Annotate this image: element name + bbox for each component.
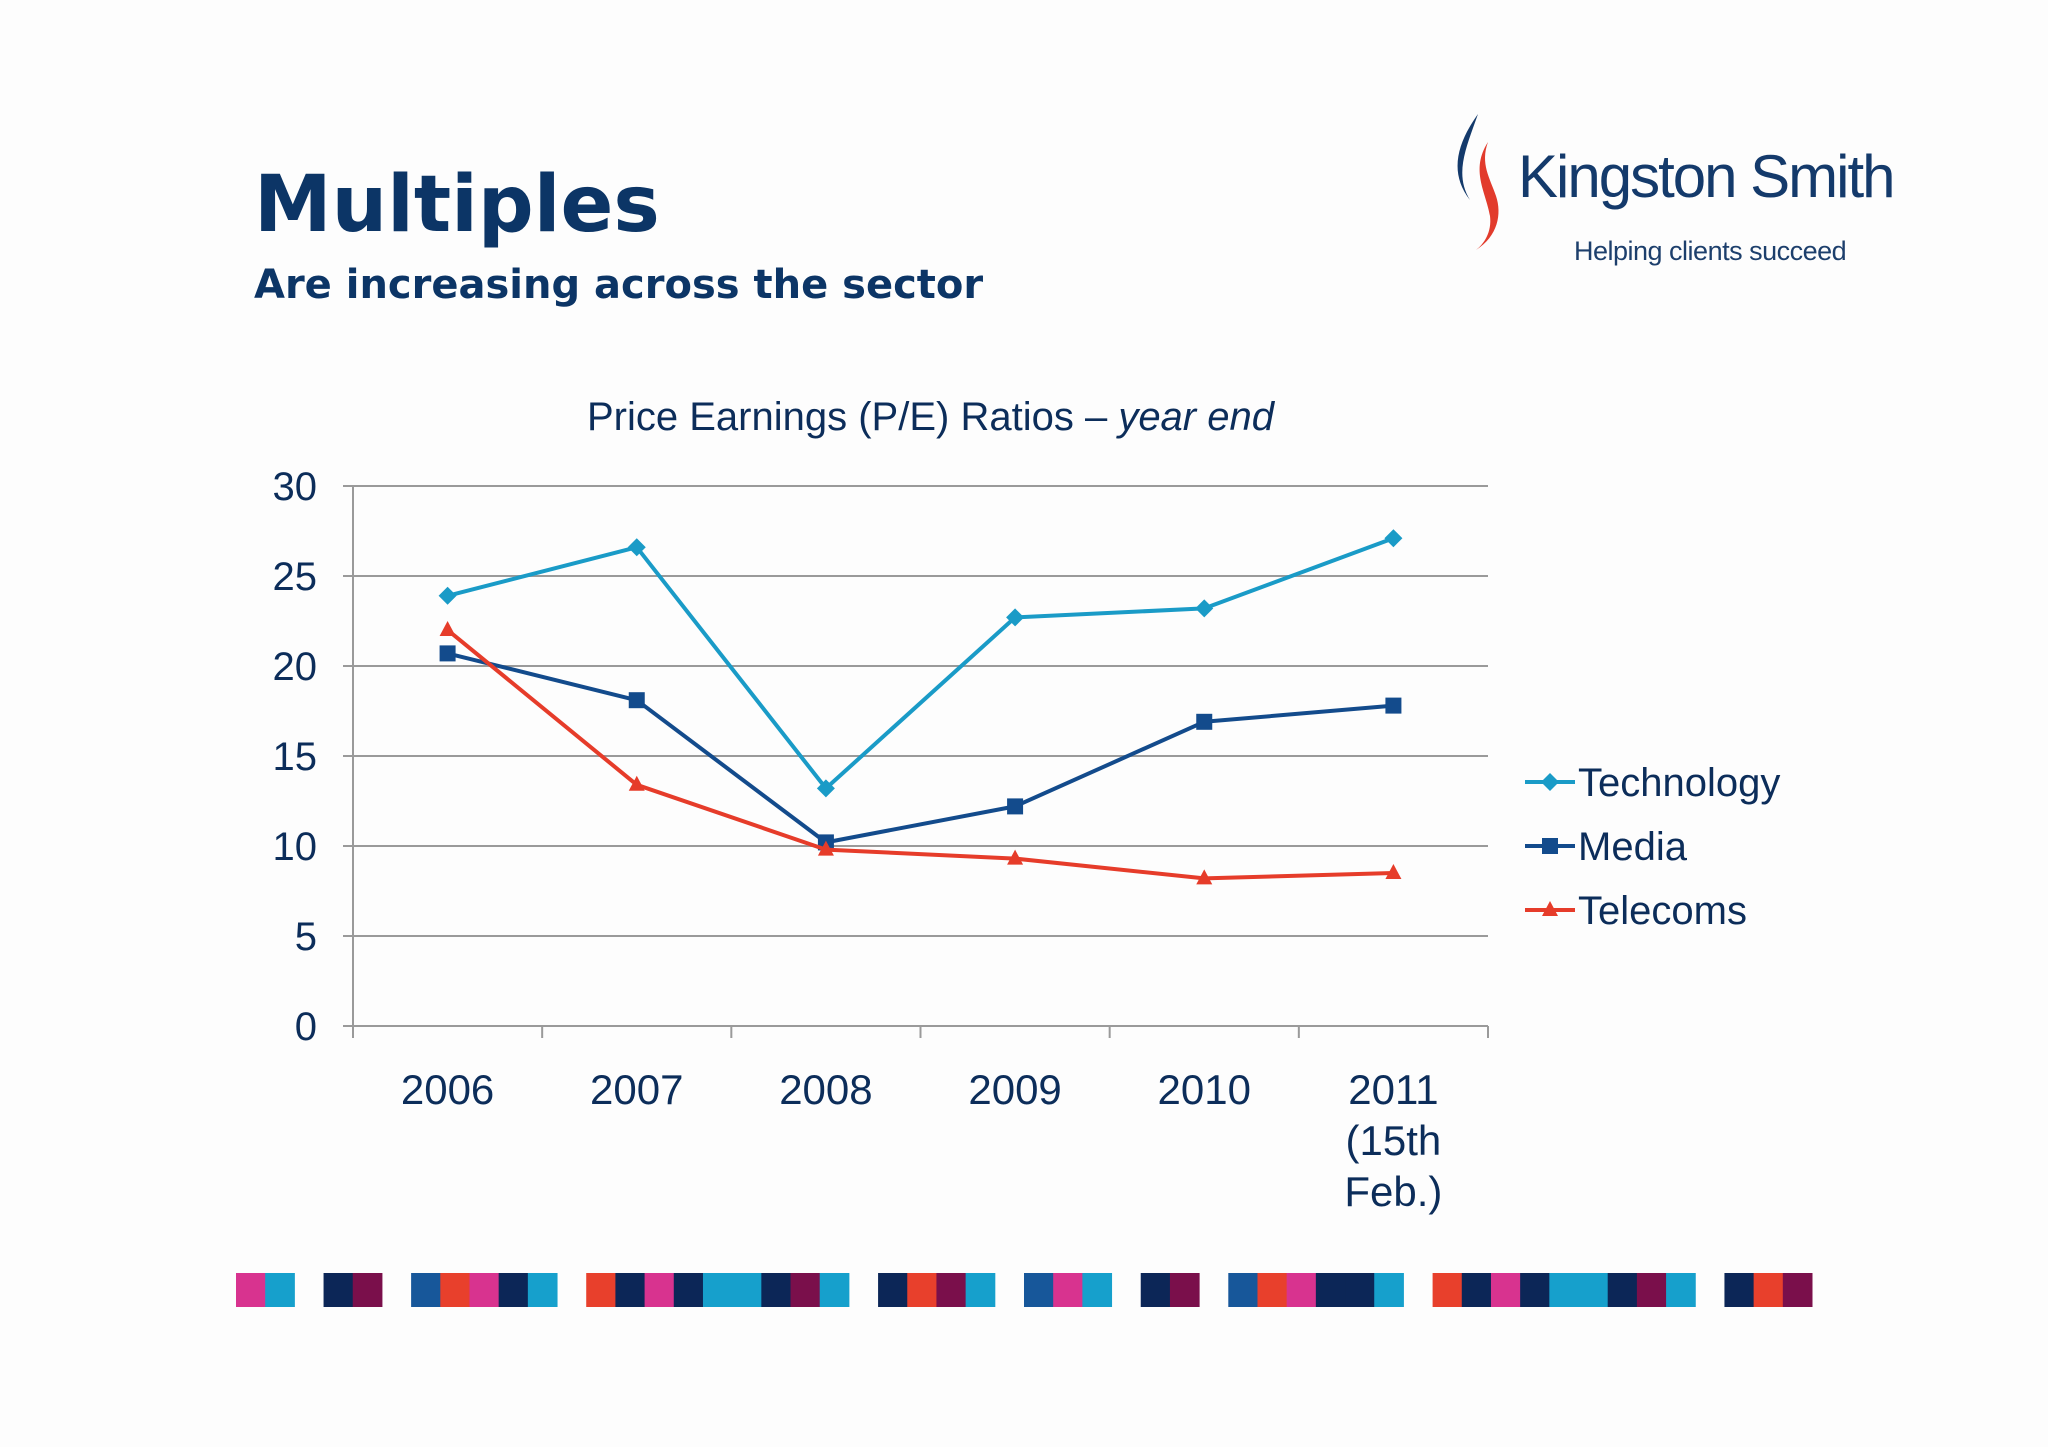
stripe-block xyxy=(1724,1273,1755,1307)
data-point-technology xyxy=(438,586,457,605)
stripe-block xyxy=(586,1273,616,1307)
stripe-block xyxy=(1578,1273,1609,1307)
stripe-block xyxy=(673,1273,704,1307)
stripe-block xyxy=(1286,1273,1317,1307)
x-tick-label: 2006 xyxy=(401,1066,494,1113)
slide-subtitle: Are increasing across the sector xyxy=(254,262,984,308)
data-point-media xyxy=(1007,798,1024,815)
stripe-block xyxy=(1228,1273,1258,1307)
stripe-block xyxy=(1666,1273,1696,1307)
stripe-block xyxy=(790,1273,821,1307)
stripe-block xyxy=(1257,1273,1288,1307)
series-line-technology xyxy=(447,536,1395,791)
x-tick-label: 2011 xyxy=(1348,1066,1438,1113)
y-tick-label: 0 xyxy=(295,1005,317,1049)
stripe-block xyxy=(878,1273,908,1307)
data-point-technology xyxy=(627,538,646,557)
logo-name: Kingston Smith xyxy=(1518,143,1896,210)
stripe-block xyxy=(965,1273,996,1307)
stripe-block xyxy=(907,1273,937,1307)
y-tick-label: 10 xyxy=(273,825,318,869)
data-point-media xyxy=(1196,713,1213,730)
stripe-block xyxy=(411,1273,441,1307)
legend-label-telecoms: Telecoms xyxy=(1578,889,1747,933)
stripe-block xyxy=(819,1273,850,1307)
stripe-block xyxy=(615,1273,646,1307)
stripe-block xyxy=(936,1273,967,1307)
y-tick-label: 30 xyxy=(273,465,318,509)
logo-tagline: Helping clients succeed xyxy=(1574,236,1847,266)
stripe-block xyxy=(1461,1273,1492,1307)
data-point-telecoms xyxy=(1007,849,1024,865)
x-tick-label: Feb.) xyxy=(1344,1168,1442,1215)
y-tick-label: 25 xyxy=(273,555,318,599)
stripe-block xyxy=(732,1273,762,1307)
slide-title: Multiples xyxy=(254,160,660,250)
data-point-telecoms xyxy=(1385,864,1402,879)
stripe-block xyxy=(1782,1273,1813,1307)
y-tick-label: 5 xyxy=(295,915,317,959)
stripe-block xyxy=(1082,1273,1113,1307)
stripe-block xyxy=(498,1273,529,1307)
x-tick-label: 2007 xyxy=(590,1066,683,1113)
legend-marker-telecoms xyxy=(1542,901,1558,916)
legend-marker-technology xyxy=(1541,773,1559,791)
x-tick-label: 2010 xyxy=(1158,1066,1251,1113)
stripe-block xyxy=(352,1273,383,1307)
stripe-block xyxy=(1490,1273,1521,1307)
data-point-media xyxy=(439,645,456,662)
stripe-block xyxy=(323,1273,354,1307)
legend-label-media: Media xyxy=(1578,825,1688,869)
data-point-telecoms xyxy=(439,621,456,636)
stripe-block xyxy=(702,1273,733,1307)
stripe-block xyxy=(236,1273,266,1307)
data-point-telecoms xyxy=(817,840,834,856)
company-logo: Kingston Smith Helping clients succeed xyxy=(1440,112,1896,272)
data-point-technology xyxy=(816,779,835,798)
stripe-block xyxy=(1315,1273,1346,1307)
series-line-telecoms xyxy=(446,628,1394,881)
stripe-block xyxy=(1374,1273,1404,1307)
data-point-telecoms xyxy=(628,775,645,791)
legend-label-technology: Technology xyxy=(1578,761,1780,805)
stripe-block xyxy=(1024,1273,1054,1307)
legend-marker-media xyxy=(1542,838,1558,854)
data-point-technology xyxy=(1384,529,1403,548)
data-point-technology xyxy=(1195,599,1214,618)
stripe-block xyxy=(1753,1273,1784,1307)
stripe-block xyxy=(527,1273,558,1307)
x-tick-label: 2009 xyxy=(968,1066,1061,1113)
stripe-block xyxy=(440,1273,470,1307)
stripe-block xyxy=(1140,1273,1171,1307)
stripe-block xyxy=(644,1273,675,1307)
stripe-block xyxy=(1520,1273,1550,1307)
y-tick-label: 20 xyxy=(273,645,318,689)
x-tick-label: 2008 xyxy=(779,1066,872,1113)
stripe-block xyxy=(1607,1273,1638,1307)
data-point-telecoms xyxy=(1196,869,1213,885)
stripe-block xyxy=(469,1273,500,1307)
stripe-block xyxy=(1432,1273,1463,1307)
flame-logo-icon xyxy=(1457,114,1499,250)
y-tick-label: 15 xyxy=(273,735,318,779)
data-point-media xyxy=(628,692,645,709)
chart-title: Price Earnings (P/E) Ratios – year end xyxy=(587,395,1276,439)
stripe-block xyxy=(1169,1273,1200,1307)
data-point-media xyxy=(1385,697,1402,714)
x-tick-label: (15th xyxy=(1346,1117,1442,1164)
stripe-block xyxy=(1345,1273,1375,1307)
data-point-technology xyxy=(1006,608,1025,627)
series-line-media xyxy=(447,651,1394,845)
stripe-block xyxy=(761,1273,792,1307)
stripe-block xyxy=(265,1273,295,1307)
stripe-block xyxy=(1053,1273,1083,1307)
stripe-block xyxy=(1636,1273,1667,1307)
stripe-block xyxy=(1549,1273,1580,1307)
